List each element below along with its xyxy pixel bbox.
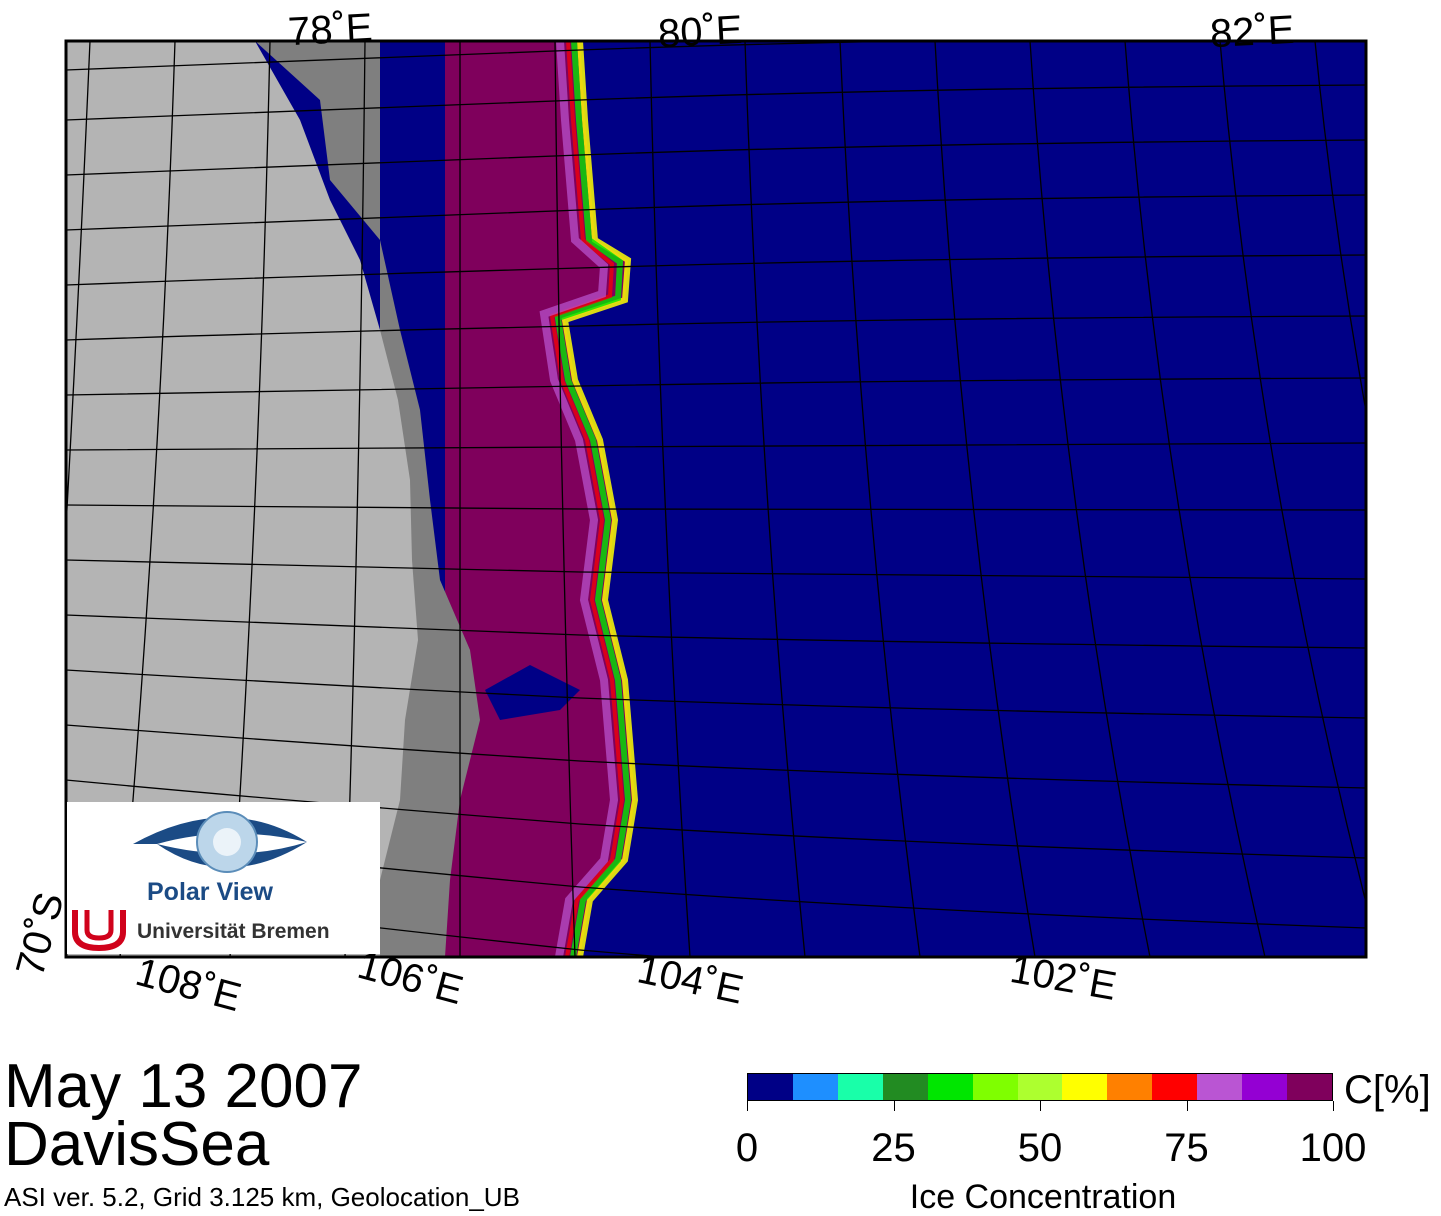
colorbar-unit: C[%]: [1344, 1068, 1431, 1112]
colorbar-tick-label: 100: [1299, 1126, 1367, 1170]
university-bremen-logo-icon: [72, 910, 126, 952]
sea-ice-band: [255, 41, 635, 957]
ice-edge-red: [549, 41, 625, 957]
colorbar-segment: [1287, 1074, 1332, 1100]
map-frame: [64, 39, 1368, 959]
colorbar-tick-label: 75: [1164, 1126, 1209, 1170]
colorbar-tick-label: 50: [1017, 1126, 1063, 1170]
ice-edge-purple: [539, 41, 619, 957]
colorbar-tick-label: 0: [735, 1126, 759, 1170]
antarctic-land: [66, 41, 418, 957]
colorbar-tick: [1186, 1101, 1188, 1111]
eye-globe-icon: [133, 811, 307, 873]
colorbar-segment: [1062, 1074, 1108, 1100]
colorbar-segment: [837, 1074, 883, 1100]
ice-edge-green: [554, 41, 632, 957]
latlon-graticule: [66, 41, 1366, 957]
colorbar-tick: [1040, 1101, 1041, 1111]
colorbar-segment: [1152, 1074, 1198, 1100]
colorbar-tick: [747, 1101, 748, 1111]
colorbar-segment: [1107, 1074, 1153, 1100]
colorbar-segment: [927, 1074, 973, 1100]
polar-view-logo: Polar View Universität Bremen: [67, 802, 380, 954]
colorbar: [747, 1073, 1333, 1101]
logo-title: Polar View: [147, 878, 273, 906]
colorbar-segment: [1017, 1074, 1063, 1100]
lon-label-82e: 82˚E: [1208, 7, 1296, 57]
open-water-polynya: [485, 665, 580, 720]
colorbar-segment: [792, 1074, 838, 1100]
caption-meta: ASI ver. 5.2, Grid 3.125 km, Geolocation…: [4, 1182, 520, 1212]
colorbar-segment: [1197, 1074, 1243, 1100]
ice-shelf: [255, 41, 480, 957]
caption-date: May 13 2007: [4, 1052, 363, 1121]
lon-label-80e: 80˚E: [656, 7, 744, 57]
colorbar-segment: [1242, 1074, 1288, 1100]
ice-edge-yellow: [561, 41, 639, 957]
colorbar-segment: [882, 1074, 928, 1100]
colorbar-segment: [748, 1074, 793, 1100]
logo-institution: Universität Bremen: [137, 920, 330, 943]
colorbar-tick: [893, 1101, 895, 1111]
lon-label-78e: 78˚E: [286, 5, 374, 55]
colorbar-tick-label: 25: [871, 1126, 916, 1170]
colorbar-tick: [1333, 1101, 1334, 1111]
colorbar-segment: [972, 1074, 1018, 1100]
colorbar-title: Ice Concentration: [909, 1178, 1177, 1216]
caption-region: DavisSea: [4, 1110, 270, 1179]
